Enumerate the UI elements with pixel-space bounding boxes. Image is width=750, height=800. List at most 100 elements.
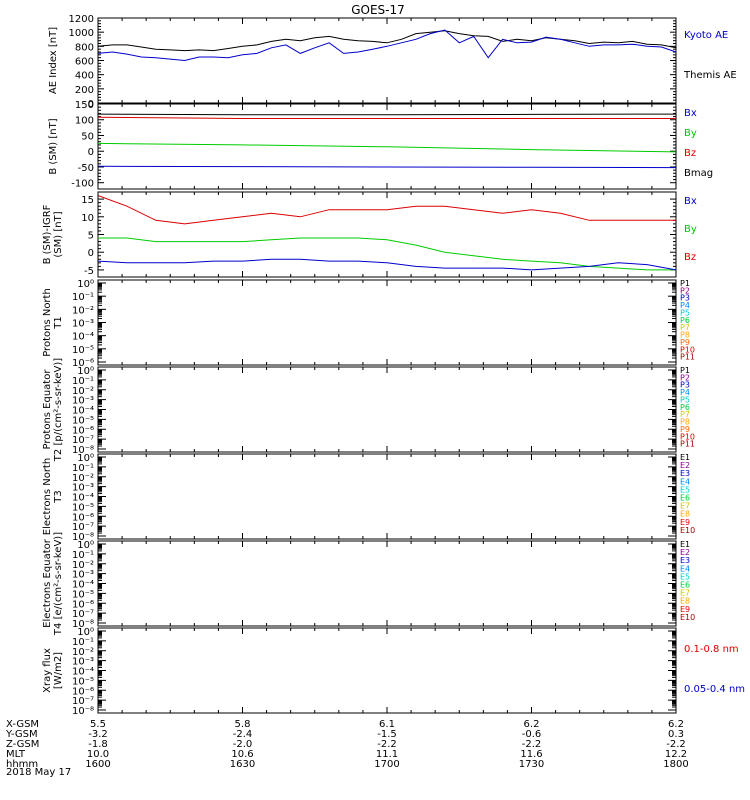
x-tick-value: 1730 bbox=[519, 759, 544, 770]
y-axis-label-line: B (SM) [nT] bbox=[48, 118, 59, 174]
x-row-label: MLT bbox=[6, 749, 26, 760]
date-label: 2018 May 17 bbox=[6, 767, 71, 778]
legend-entry: Kyoto AE bbox=[684, 30, 728, 41]
panel-5: Protons EquatorT2 [p/(cm²-s-sr-keV)] 10⁻⁸… bbox=[42, 358, 695, 462]
y-tick-label: 10⁻⁷ bbox=[72, 696, 94, 707]
y-axis-label-line: AE Index [nT] bbox=[48, 27, 59, 94]
y-tick-label: 0 bbox=[88, 248, 94, 259]
y-tick-label: 10⁻⁵ bbox=[72, 502, 94, 513]
y-tick-label: 10⁻⁶ bbox=[72, 512, 94, 523]
y-axis-label-line: T4 [e/(cm²-s-sr-keV)] bbox=[53, 532, 64, 636]
y-tick-label: 10⁻⁷ bbox=[72, 522, 94, 533]
y-tick-label: 10⁻⁵ bbox=[72, 589, 94, 600]
series-bz bbox=[97, 195, 676, 225]
y-tick-label: 0 bbox=[88, 147, 94, 158]
x-tick-value: 6.2 bbox=[524, 719, 540, 730]
y-tick-label: 10 bbox=[81, 213, 94, 224]
panel-7: Electrons EquatorT4 [e/(cm²-s-sr-keV)] 10… bbox=[42, 532, 695, 636]
x-tick-value: 10.6 bbox=[231, 749, 253, 760]
x-tick-value: 1800 bbox=[663, 759, 688, 770]
y-tick-label: -100 bbox=[71, 179, 94, 190]
legend-entry: By bbox=[684, 128, 697, 139]
x-tick-value: 6.1 bbox=[379, 719, 395, 730]
y-tick-label: 10⁻³ bbox=[72, 396, 94, 407]
y-tick-label: 10⁻⁴ bbox=[72, 332, 94, 343]
legend-entry: E5 bbox=[680, 572, 690, 581]
legend-entry: 0.05-0.4 nm bbox=[684, 684, 745, 695]
legend-entry: P3 bbox=[680, 294, 690, 303]
legend-entry: P2 bbox=[680, 373, 690, 382]
legend-entry: P2 bbox=[680, 286, 690, 295]
legend-entry: E4 bbox=[680, 564, 690, 573]
legend-entry: E9 bbox=[680, 605, 690, 614]
y-tick-label: 10⁰ bbox=[77, 279, 94, 290]
panels: AE Index [nT]020040060080010001200Kyoto … bbox=[42, 14, 745, 717]
y-tick-label: 10⁻² bbox=[72, 473, 94, 484]
x-tick-value: 10.0 bbox=[87, 749, 109, 760]
legend-entry: P8 bbox=[680, 331, 690, 340]
legend-entry: P8 bbox=[680, 418, 690, 427]
y-tick-label: -50 bbox=[78, 163, 94, 174]
y-axis-label-line: (SM) [nT] bbox=[53, 211, 64, 257]
y-tick-label: 400 bbox=[75, 71, 94, 82]
y-tick-label: 10⁻⁶ bbox=[72, 599, 94, 610]
y-axis-label-line: Electrons North bbox=[42, 458, 53, 535]
y-axis-label-line: Protons Equator bbox=[42, 369, 53, 450]
legend-entry: P5 bbox=[680, 395, 690, 404]
y-axis-label-line: B (SM)-IGRF bbox=[42, 204, 53, 264]
x-tick-value: 1600 bbox=[85, 759, 110, 770]
y-tick-label: 10⁻⁷ bbox=[72, 435, 94, 446]
panel-2: B (SM) [nT] -100 -50 0 50 100 150 Bx By Bz Bmag bbox=[48, 100, 713, 190]
y-tick-label: 10⁰ bbox=[77, 540, 94, 551]
series-bx bbox=[97, 165, 677, 169]
legend-entry: E3 bbox=[680, 556, 690, 565]
x-tick-value: -0.6 bbox=[522, 729, 542, 740]
legend-entry: P10 bbox=[680, 432, 695, 441]
legend-entry: E10 bbox=[680, 526, 695, 535]
series-themis-ae bbox=[97, 30, 677, 52]
y-tick-label: 10⁻¹ bbox=[72, 292, 94, 303]
y-tick-label: 15 bbox=[81, 195, 94, 206]
legend-entry: E9 bbox=[680, 518, 690, 527]
x-tick-value: 0.3 bbox=[668, 729, 684, 740]
series-bmag bbox=[97, 113, 677, 116]
y-tick-label: 10⁻⁶ bbox=[72, 686, 94, 697]
legend-entry: P4 bbox=[680, 388, 690, 397]
legend-entry: P1 bbox=[680, 366, 690, 375]
legend-entry: E1 bbox=[680, 453, 690, 462]
panel-frame bbox=[97, 627, 677, 714]
x-row-label: Y-GSM bbox=[5, 729, 38, 740]
y-axis-label-line: T2 [p/(cm²-s-sr-keV)] bbox=[53, 358, 64, 462]
x-tick-value: 11.6 bbox=[520, 749, 542, 760]
y-axis-label: Protons NorthT1 bbox=[42, 288, 64, 357]
y-tick-label: 10⁻⁸ bbox=[72, 445, 94, 456]
chart-title: GOES-17 bbox=[351, 3, 405, 17]
series-bz bbox=[97, 116, 676, 119]
series-by bbox=[97, 142, 677, 153]
panel-4: Protons NorthT1 10⁻⁶ 10⁻⁵ 10⁻⁴ 10⁻³ 10⁻² 10⁻¹ 1… bbox=[42, 279, 695, 369]
y-axis-label-line: [W/m2] bbox=[53, 652, 64, 689]
y-tick-label: 10⁻² bbox=[72, 305, 94, 316]
y-tick-label: 10⁰ bbox=[77, 366, 94, 377]
x-tick-value: 6.2 bbox=[668, 719, 684, 730]
y-tick-label: 10⁻³ bbox=[72, 657, 94, 668]
legend-entry: E2 bbox=[680, 461, 690, 470]
y-tick-label: 0 bbox=[88, 99, 94, 110]
y-axis-label-line: T3 bbox=[53, 490, 64, 503]
panel-1: AE Index [nT] 0 200 400 600 800 1000 1200 Kyoto … bbox=[48, 14, 737, 110]
y-tick-label: 10⁻¹ bbox=[72, 376, 94, 387]
legend-entry: P10 bbox=[680, 345, 695, 354]
x-tick-value: -1.5 bbox=[377, 729, 397, 740]
y-tick-label: 10⁻⁵ bbox=[72, 676, 94, 687]
legend-entry: E8 bbox=[680, 510, 690, 519]
series-bx bbox=[97, 258, 677, 271]
series-by bbox=[98, 237, 676, 271]
y-axis-label: Protons EquatorT2 [p/(cm²-s-sr-keV)] bbox=[42, 358, 64, 462]
legend-entry: E6 bbox=[680, 581, 690, 590]
x-tick-value: 1700 bbox=[374, 759, 399, 770]
y-axis-label: Xray flux[W/m2] bbox=[42, 648, 64, 693]
legend-entry: P1 bbox=[680, 279, 690, 288]
y-tick-label: 10⁻⁷ bbox=[72, 609, 94, 620]
